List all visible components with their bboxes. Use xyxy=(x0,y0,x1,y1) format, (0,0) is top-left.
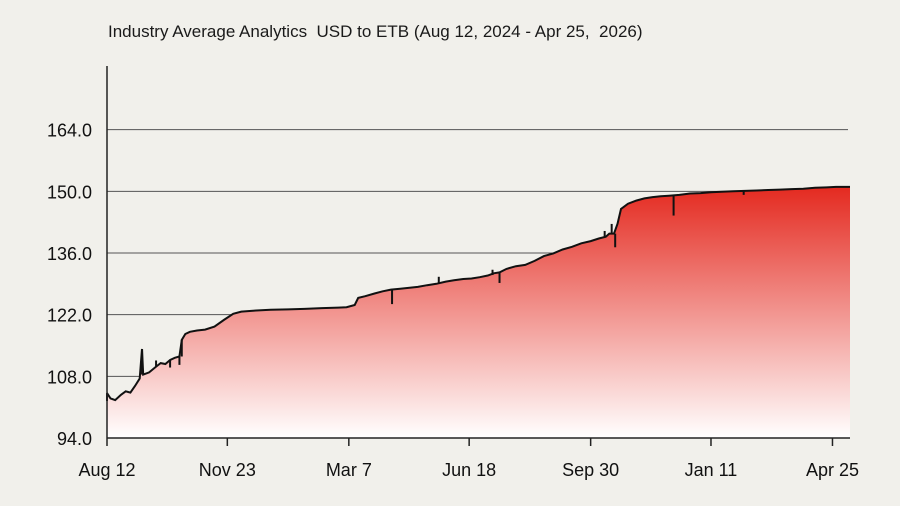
x-tick-label: Sep 30 xyxy=(562,460,619,480)
axes xyxy=(106,66,850,439)
x-tick-label: Jun 18 xyxy=(442,460,496,480)
series-line xyxy=(106,185,850,402)
y-axis-ticks: 94.0 108.0 122.0 136.0 150.0 164.0 xyxy=(47,121,92,449)
x-tick-label: Mar 7 xyxy=(326,460,372,480)
series-spikes xyxy=(106,190,745,401)
series-area-fill xyxy=(107,186,850,438)
y-tick-label: 150.0 xyxy=(47,182,92,202)
x-tick-label: Jan 11 xyxy=(685,460,738,480)
y-tick-label: 122.0 xyxy=(47,306,92,326)
x-tick-label: Apr 25 xyxy=(806,460,859,480)
x-tick-label: Aug 12 xyxy=(78,460,135,480)
x-axis-ticks: Aug 12 Nov 23 Mar 7 Jun 18 Sep 30 Jan 11 Apr 2… xyxy=(78,438,859,480)
chart-title: Industry Average Analytics USD to ETB (A… xyxy=(108,22,643,41)
y-tick-label: 164.0 xyxy=(47,121,92,141)
x-tick-label: Nov 23 xyxy=(199,460,256,480)
y-tick-label: 94.0 xyxy=(57,429,92,449)
y-tick-label: 108.0 xyxy=(47,367,92,387)
y-tick-label: 136.0 xyxy=(47,244,92,264)
